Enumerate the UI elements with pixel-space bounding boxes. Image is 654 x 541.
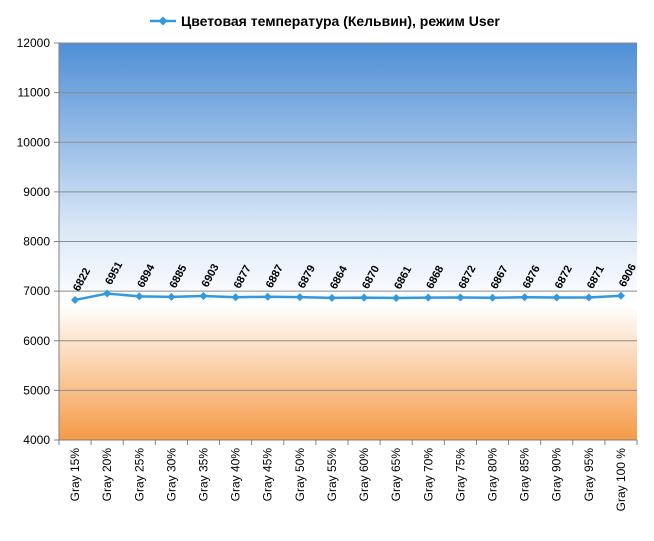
x-tick-label: Gray 65% <box>389 448 403 502</box>
y-tick-label: 5000 <box>23 383 50 397</box>
x-tick-label: Gray 50% <box>293 448 307 502</box>
x-tick-label: Gray 80% <box>486 448 500 502</box>
data-point <box>616 291 625 300</box>
gridlines <box>59 42 637 391</box>
data-point <box>71 295 80 304</box>
y-tick-label: 7000 <box>23 284 50 298</box>
data-point <box>392 294 401 303</box>
data-point <box>167 292 176 301</box>
legend: Цветовая температура (Кельвин), режим Us… <box>150 13 500 29</box>
data-point <box>231 293 240 302</box>
series-line <box>71 289 625 304</box>
data-point <box>263 292 272 301</box>
x-tick-label: Gray 60% <box>357 448 371 502</box>
y-tick-labels: 4000 5000 6000 7000 8000 9000 10000 11000 12000 <box>17 36 51 447</box>
x-tick-label: Gray 90% <box>550 448 564 502</box>
y-tick-label: 11000 <box>18 86 51 100</box>
data-point <box>424 293 433 302</box>
y-tick-label: 12000 <box>17 36 51 50</box>
x-tick-label: Gray 35% <box>197 448 211 502</box>
data-point <box>360 293 369 302</box>
data-point <box>199 291 208 300</box>
x-tick-label: Gray 30% <box>164 448 178 502</box>
x-tick-label: Gray 25% <box>132 448 146 502</box>
x-tick-label: Gray 40% <box>229 448 243 502</box>
x-tick-label: Gray 100 % <box>614 448 628 512</box>
x-tick-label: Gray 75% <box>453 448 467 502</box>
data-point <box>488 293 497 302</box>
data-point <box>552 293 561 302</box>
legend-marker-icon <box>158 16 168 26</box>
y-tick-label: 9000 <box>23 185 50 199</box>
data-point <box>103 289 112 298</box>
data-point <box>135 292 144 301</box>
y-tick-label: 10000 <box>17 135 51 149</box>
data-point <box>584 293 593 302</box>
y-tick-label: 4000 <box>23 433 50 447</box>
x-tick-label: Gray 45% <box>261 448 275 502</box>
x-tick-label: Gray 55% <box>325 448 339 502</box>
y-tick-label: 8000 <box>23 235 50 249</box>
x-tick-labels: Gray 15% Gray 20% Gray 25% Gray 30% Gray 35%… <box>68 448 628 512</box>
axes <box>54 42 638 445</box>
y-tick-label: 6000 <box>23 334 50 348</box>
series-line-path <box>74 292 622 302</box>
data-point <box>520 293 529 302</box>
data-point <box>295 293 304 302</box>
data-point <box>327 293 336 302</box>
x-tick-label: Gray 20% <box>100 448 114 502</box>
chart-title: Цветовая температура (Кельвин), режим Us… <box>181 13 500 29</box>
x-tick-label: Gray 15% <box>68 448 82 502</box>
x-tick-label: Gray 85% <box>518 448 532 502</box>
x-tick-label: Gray 95% <box>582 448 596 502</box>
data-point <box>456 293 465 302</box>
x-tick-label: Gray 70% <box>421 448 435 502</box>
